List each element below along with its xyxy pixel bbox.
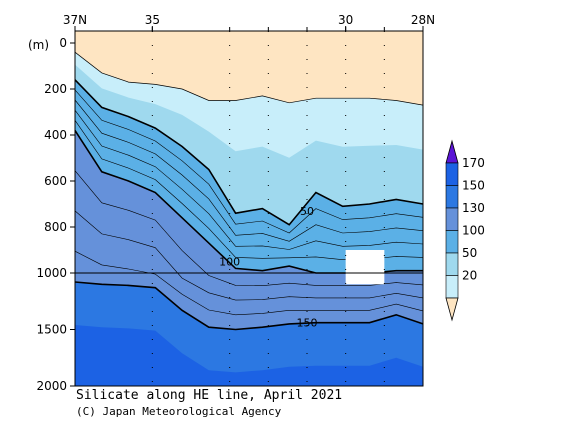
colorbar-tick-label: 20 — [462, 269, 477, 283]
y-tick-label: 1500 — [36, 323, 67, 337]
colorbar-segment — [445, 230, 459, 254]
contour-minor — [74, 110, 424, 250]
x-tick-label: 28N — [411, 13, 435, 27]
y-tick-label: 600 — [44, 174, 67, 188]
fill-layers — [75, 31, 423, 386]
y-tick-label: 400 — [44, 128, 67, 142]
colorbar-tick-label: 100 — [462, 224, 485, 238]
y-tick-label: 0 — [59, 36, 67, 50]
colorbar-tick-label: 170 — [462, 156, 485, 170]
y-tick-label: 800 — [44, 220, 67, 234]
contour-minor — [74, 210, 424, 301]
contour-label: 50 — [300, 205, 314, 218]
colorbar-bottom-arrow — [445, 297, 459, 322]
fill-band-20-50 — [75, 52, 423, 158]
fill-band-20 — [75, 31, 423, 106]
contour-minor — [74, 99, 424, 242]
contour-label: 150 — [297, 317, 318, 330]
missing-data-box — [345, 250, 385, 285]
chart-title: Silicate along HE line, April 2021 — [76, 388, 343, 403]
colorbar-segment — [445, 252, 459, 276]
contour-150 — [74, 281, 424, 331]
y-tick-label: 200 — [44, 82, 67, 96]
fill-band-170 — [75, 325, 423, 386]
x-axis: 37N 35 30 28N — [63, 13, 435, 31]
x-tick-label: 30 — [338, 13, 353, 27]
plot-frame — [74, 30, 424, 387]
colorbar-segment — [445, 275, 459, 299]
contour-50 — [74, 79, 424, 226]
contour-minor — [74, 170, 424, 287]
y-tick-label: 2000 — [36, 379, 67, 393]
colorbar-segment — [445, 162, 459, 186]
colorbar-top-arrow — [445, 139, 459, 164]
contour-minor — [74, 250, 424, 316]
contour-minor — [74, 89, 424, 234]
y-axis-label: (m) — [28, 38, 49, 52]
colorbar-tick-label: 150 — [462, 179, 485, 193]
x-tick-label: 37N — [63, 13, 87, 27]
colorbar-tick-label: 50 — [462, 246, 477, 260]
contour-label: 100 — [219, 256, 240, 269]
contour-labels: 50 100 150 — [219, 205, 317, 330]
chart-credit: (C) Japan Meteorological Agency — [76, 405, 282, 418]
missing-data-region — [75, 250, 423, 285]
colorbar-segment — [445, 207, 459, 231]
y-tick-label: 1000 — [36, 266, 67, 280]
colorbar: 170 150 130 100 50 20 — [445, 139, 485, 322]
x-tick-label: 35 — [145, 13, 160, 27]
contour-20 — [74, 51, 424, 106]
colorbar-tick-label: 130 — [462, 201, 485, 215]
colorbar-segment — [445, 185, 459, 209]
y-axis: 0 200 400 600 800 1000 1500 2000 — [36, 36, 75, 393]
